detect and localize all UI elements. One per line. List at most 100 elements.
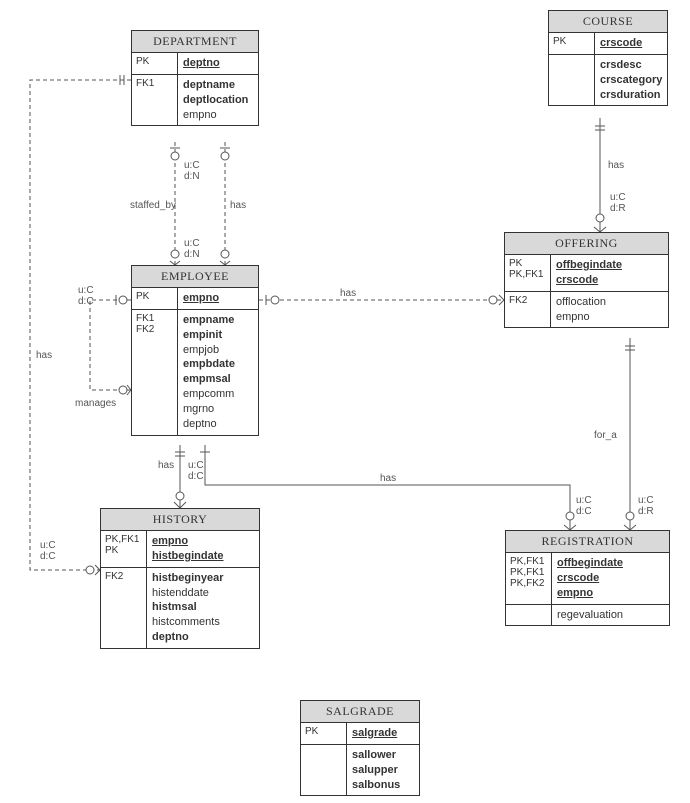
entity-registration: REGISTRATIONPK,FK1 PK,FK1 PK,FK2offbegin…	[505, 530, 670, 626]
entity-row: regevaluation	[506, 604, 669, 626]
entity-row: PK,FK1 PK,FK1 PK,FK2offbegindatecrscodee…	[506, 553, 669, 604]
entity-history: HISTORYPK,FK1 PKempnohistbegindateFK2his…	[100, 508, 260, 649]
attrs-cell: offbegindatecrscodeempno	[552, 553, 628, 604]
attr-empinit: empinit	[183, 328, 235, 343]
attr-empno: empno	[556, 310, 606, 325]
key-cell	[301, 745, 347, 796]
attr-crscategory: crscategory	[600, 73, 662, 88]
entity-offering: OFFERINGPK PK,FK1offbegindatecrscodeFK2 o…	[504, 232, 669, 328]
key-cell: FK1 FK2	[132, 310, 178, 435]
attr-empno: empno	[183, 291, 219, 306]
attr-salgrade: salgrade	[352, 726, 397, 741]
label-has-hist: has	[158, 460, 174, 471]
attr-crsdesc: crsdesc	[600, 58, 662, 73]
entity-row: FK2 offlocationempno	[505, 291, 668, 328]
attr-crscode: crscode	[600, 36, 642, 51]
entity-row: PK deptno	[132, 53, 258, 74]
attr-empcomm: empcomm	[183, 387, 235, 402]
card-off-reg: u:C d:R	[638, 495, 654, 517]
entity-row: PK salgrade	[301, 723, 419, 744]
entity-row: FK1deptnamedeptlocationempno	[132, 74, 258, 126]
label-has-1: has	[230, 200, 246, 211]
entity-employee: EMPLOYEEPKempnoFK1 FK2empnameempinitempj…	[131, 265, 259, 436]
attr-deptlocation: deptlocation	[183, 93, 248, 108]
attr-histcomments: histcomments	[152, 615, 224, 630]
attr-empname: empname	[183, 313, 235, 328]
label-manages: manages	[75, 398, 116, 409]
key-cell: PK	[301, 723, 347, 744]
attr-histenddate: histenddate	[152, 586, 224, 601]
card-dept-hist: u:C d:C	[40, 540, 56, 562]
entity-row: FK2histbeginyearhistenddatehistmsalhistc…	[101, 567, 259, 648]
entity-title: HISTORY	[101, 509, 259, 531]
attr-empno: empno	[557, 586, 623, 601]
key-cell: FK2	[505, 292, 551, 328]
attr-empjob: empjob	[183, 343, 235, 358]
edge-emp-history	[174, 445, 186, 508]
attr-deptno: deptno	[183, 417, 235, 432]
key-cell: FK2	[101, 568, 147, 648]
entity-title: EMPLOYEE	[132, 266, 258, 288]
key-cell	[549, 55, 595, 106]
entity-title: REGISTRATION	[506, 531, 669, 553]
attrs-cell: sallowersaluppersalbonus	[347, 745, 405, 796]
key-cell: PK,FK1 PK	[101, 531, 147, 567]
edge-offering-registration	[624, 338, 636, 530]
attrs-cell: empnameempinitempjobempbdateempmsalempco…	[178, 310, 240, 435]
label-has-offering: has	[340, 288, 356, 299]
attr-deptname: deptname	[183, 78, 248, 93]
key-cell: PK	[132, 288, 178, 309]
card-1: u:C d:N	[184, 160, 200, 182]
attrs-cell: empno	[178, 288, 224, 309]
key-cell: FK1	[132, 75, 178, 126]
attrs-cell: salgrade	[347, 723, 402, 744]
card-course-off: u:C d:R	[610, 192, 626, 214]
entity-course: COURSEPK crscode crsdesccrscategorycrsdura…	[548, 10, 668, 106]
edge-emp-registration	[205, 460, 576, 530]
attrs-cell: crscode	[595, 33, 647, 54]
edge-emp-offering	[259, 295, 504, 305]
label-staffed-by: staffed_by	[130, 200, 176, 211]
entity-row: PK crscode	[549, 33, 667, 54]
entity-title: SALGRADE	[301, 701, 419, 723]
attr-histbegindate: histbegindate	[152, 549, 224, 564]
attr-crscode: crscode	[556, 273, 622, 288]
attr-deptno: deptno	[183, 56, 220, 71]
attr-empbdate: empbdate	[183, 357, 235, 372]
attr-crscode: crscode	[557, 571, 623, 586]
key-cell: PK	[549, 33, 595, 54]
key-cell: PK	[132, 53, 178, 74]
attrs-cell: histbeginyearhistenddatehistmsalhistcomm…	[147, 568, 229, 648]
attr-sallower: sallower	[352, 748, 400, 763]
key-cell: PK PK,FK1	[505, 255, 551, 291]
attr-salbonus: salbonus	[352, 778, 400, 793]
edge-course-offering	[594, 118, 606, 232]
key-cell: PK,FK1 PK,FK1 PK,FK2	[506, 553, 552, 604]
attrs-cell: crsdesccrscategorycrsduration	[595, 55, 667, 106]
attr-empmsal: empmsal	[183, 372, 235, 387]
er-diagram-canvas: .solid { stroke:#555; stroke-width:1; fi…	[0, 0, 690, 803]
entity-title: DEPARTMENT	[132, 31, 258, 53]
attrs-cell: regevaluation	[552, 605, 628, 626]
entity-row: FK1 FK2empnameempinitempjobempbdateempms…	[132, 309, 258, 435]
attr-offbegindate: offbegindate	[557, 556, 623, 571]
entity-department: DEPARTMENTPK deptno FK1 deptnamedeptlocatio…	[131, 30, 259, 126]
label-has-dept-hist: has	[36, 350, 52, 361]
entity-title: OFFERING	[505, 233, 668, 255]
attr-mgrno: mgrno	[183, 402, 235, 417]
attrs-cell: empnohistbegindate	[147, 531, 229, 567]
attr-crsduration: crsduration	[600, 88, 662, 103]
entity-row: crsdesccrscategorycrsduration	[549, 54, 667, 106]
edge-dept-history	[30, 75, 131, 575]
edge-emp-manages	[90, 295, 131, 395]
entity-salgrade: SALGRADEPK salgrade sallowersaluppersalbon…	[300, 700, 420, 796]
entity-row: PK PK,FK1offbegindatecrscode	[505, 255, 668, 291]
attr-deptno: deptno	[152, 630, 224, 645]
card-manages-top: u:C d:C	[78, 285, 94, 307]
entity-row: sallowersaluppersalbonus	[301, 744, 419, 796]
entity-title: COURSE	[549, 11, 667, 33]
card-emp-hist: u:C d:C	[188, 460, 204, 482]
card-emp-reg: u:C d:C	[576, 495, 592, 517]
edge-emp-has-tick	[200, 445, 210, 460]
attr-offlocation: offlocation	[556, 295, 606, 310]
